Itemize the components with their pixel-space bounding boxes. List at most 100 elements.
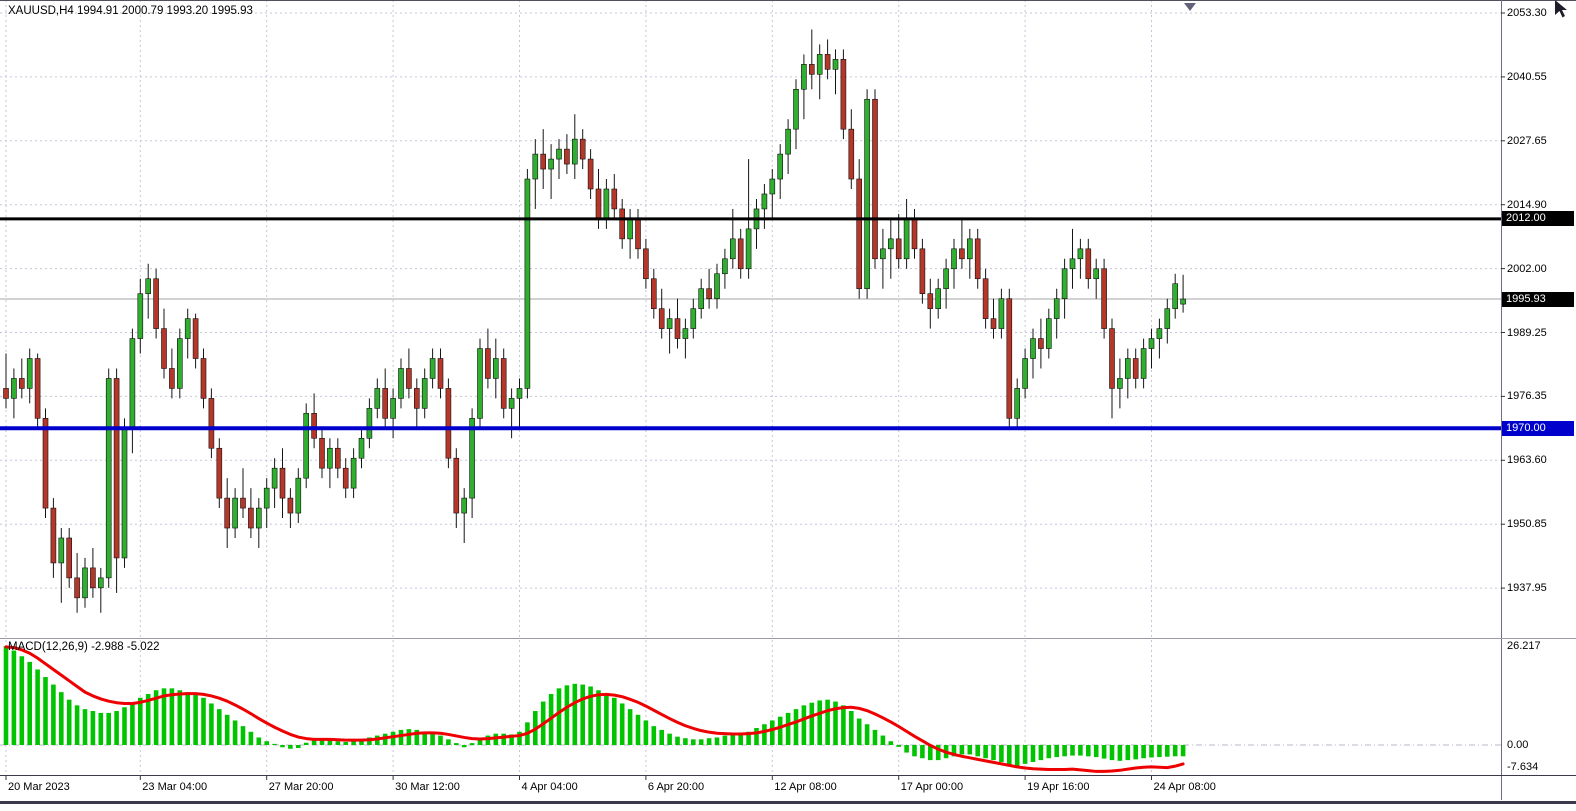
candle xyxy=(508,398,515,409)
candle xyxy=(406,368,412,389)
macd-histogram-bar xyxy=(627,709,633,745)
candle xyxy=(469,418,475,499)
macd-histogram-bar xyxy=(1172,745,1178,757)
candle xyxy=(74,577,80,599)
candle xyxy=(1109,328,1115,389)
macd-histogram-bar xyxy=(801,705,807,745)
candle xyxy=(658,308,665,329)
macd-histogram-bar xyxy=(288,745,293,749)
candle xyxy=(113,378,120,559)
macd-histogram-bar xyxy=(145,694,151,745)
candle xyxy=(1006,298,1013,419)
candle xyxy=(42,418,49,509)
candle xyxy=(161,328,167,369)
candle xyxy=(674,318,681,339)
macd-histogram-bar xyxy=(153,690,159,745)
candle xyxy=(279,467,286,499)
candle xyxy=(1053,298,1060,319)
candle xyxy=(595,188,602,220)
macd-histogram-bar xyxy=(232,720,238,745)
candle xyxy=(951,248,957,270)
macd-histogram-bar xyxy=(106,712,111,745)
macd-histogram-bar xyxy=(1070,745,1075,756)
macd-histogram-bar xyxy=(390,731,396,745)
candle xyxy=(564,148,570,165)
macd-histogram-bar xyxy=(272,743,277,745)
candle xyxy=(224,497,230,529)
macd-histogram-bar xyxy=(1165,745,1170,757)
macd-histogram-bar xyxy=(967,745,973,755)
candle xyxy=(232,497,238,529)
macd-histogram-bar xyxy=(706,738,712,745)
candle xyxy=(1069,258,1076,270)
macd-histogram-bar xyxy=(256,737,262,745)
candle xyxy=(295,477,302,514)
candle xyxy=(556,148,562,160)
candle xyxy=(935,288,942,309)
candles-layer xyxy=(3,29,1186,613)
candle xyxy=(184,318,191,339)
macd-histogram-bar xyxy=(51,684,56,745)
macd-histogram-bar xyxy=(659,729,664,745)
candle xyxy=(3,388,9,399)
candle xyxy=(974,238,981,280)
macd-histogram-bar xyxy=(359,739,364,745)
macd-histogram-bar xyxy=(793,709,799,745)
candle xyxy=(777,153,784,180)
macd-histogram-bar xyxy=(406,729,412,745)
macd-histogram-bar xyxy=(367,737,372,745)
candle xyxy=(98,577,104,589)
macd-histogram-bar xyxy=(675,736,680,745)
macd-histogram-bar xyxy=(888,741,894,745)
candle xyxy=(666,318,673,329)
macd-histogram-bar xyxy=(833,701,838,745)
candle xyxy=(627,218,633,240)
candle xyxy=(200,358,207,399)
macd-histogram-bar xyxy=(1046,745,1052,759)
macd-histogram-bar xyxy=(872,729,878,745)
macd-histogram-bar xyxy=(446,739,451,745)
candle xyxy=(793,88,799,130)
macd-histogram-bar xyxy=(809,702,815,745)
mouse-cursor-icon xyxy=(1555,0,1567,18)
candle xyxy=(334,447,341,469)
macd-histogram-bar xyxy=(1180,745,1186,757)
candle xyxy=(579,138,586,160)
macd-histogram-bar xyxy=(635,714,641,745)
candle xyxy=(571,138,578,165)
macd-histogram-bar xyxy=(248,731,254,745)
macd-signal-line xyxy=(4,645,1185,773)
macd-histogram-bar xyxy=(983,745,988,759)
macd-histogram-bar xyxy=(619,703,625,745)
macd-histogram-bar xyxy=(1014,745,1020,766)
macd-histogram-bar xyxy=(588,686,593,745)
candle xyxy=(1180,298,1186,305)
chart-shift-marker[interactable] xyxy=(1184,3,1196,11)
macd-histogram-bar xyxy=(461,745,467,748)
candle xyxy=(208,398,215,449)
candle xyxy=(34,358,41,419)
candle xyxy=(492,358,499,379)
macd-histogram-bar xyxy=(643,720,649,745)
candle xyxy=(998,298,1005,329)
candle xyxy=(390,398,396,419)
macd-histogram-bar xyxy=(66,699,72,745)
macd-histogram-bar xyxy=(122,707,127,745)
macd-histogram-bar xyxy=(604,694,609,745)
candle xyxy=(366,408,373,439)
macd-histogram-bar xyxy=(493,733,499,745)
candle xyxy=(398,368,404,399)
candle xyxy=(603,188,610,220)
macd-histogram-bar xyxy=(920,745,925,759)
macd-histogram-bar xyxy=(311,739,317,745)
macd-histogram-bar xyxy=(430,733,435,745)
macd-histogram-bar xyxy=(35,669,40,745)
candle xyxy=(1125,358,1131,379)
macd-histogram-bar xyxy=(398,729,404,745)
macd-histogram-bar xyxy=(896,745,901,747)
macd-histogram-bar xyxy=(951,745,957,757)
candle xyxy=(895,238,902,260)
macd-histogram-bar xyxy=(683,738,688,745)
